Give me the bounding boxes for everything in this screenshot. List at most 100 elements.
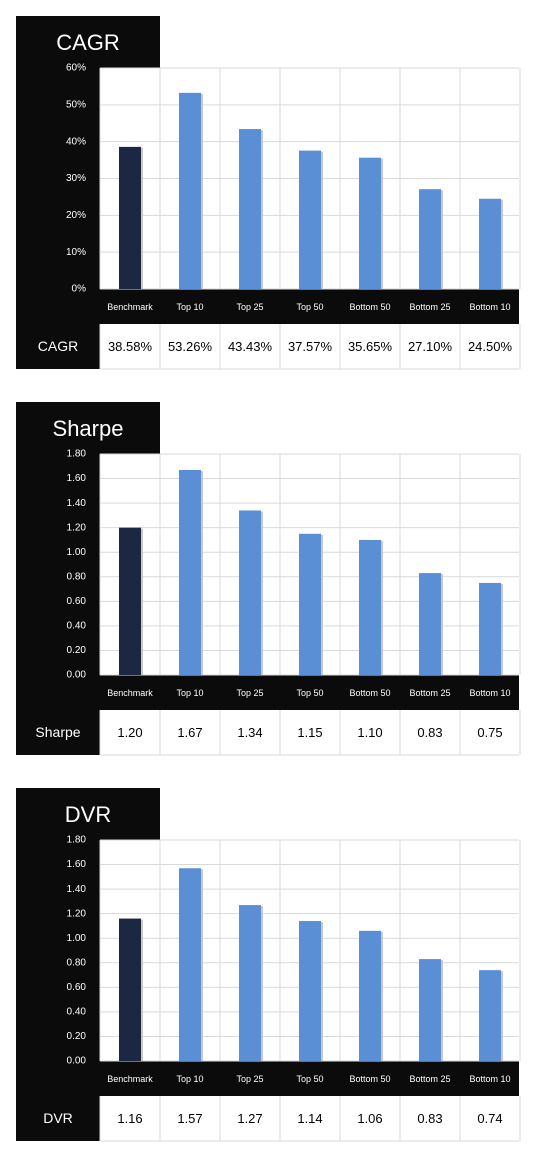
y-tick-label: 1.40 <box>67 498 87 509</box>
category-label: Top 25 <box>236 1074 263 1084</box>
table-value: 53.26% <box>168 339 213 354</box>
y-tick-label: 40% <box>66 136 86 147</box>
table-value: 24.50% <box>468 339 513 354</box>
bar <box>119 527 141 675</box>
chart-title: Sharpe <box>53 416 124 441</box>
cagr-chart-panel: CAGR 0% 10% 20% 30% 40% 50% 60% Benchmark Top 10 T… <box>0 16 535 372</box>
bar <box>299 533 321 675</box>
bar <box>239 905 261 1061</box>
table-value: 35.65% <box>348 339 393 354</box>
y-tick-label: 10% <box>66 247 86 258</box>
bar <box>419 959 441 1061</box>
category-label: Benchmark <box>107 688 153 698</box>
y-tick-label: 0.80 <box>67 571 87 582</box>
y-tick-label: 20% <box>66 210 86 221</box>
title-box <box>16 788 160 840</box>
table-value: 38.58% <box>108 339 153 354</box>
title-box <box>16 16 160 68</box>
bar <box>359 157 381 289</box>
table-value: 37.57% <box>288 339 333 354</box>
title-box <box>16 402 160 454</box>
table-row-label-cell <box>16 710 100 755</box>
table-value: 1.10 <box>357 725 382 740</box>
y-tick-label: 0.60 <box>67 982 87 993</box>
y-axis-band <box>16 452 100 710</box>
table-value: 1.27 <box>237 1111 262 1126</box>
category-label: Top 50 <box>296 302 323 312</box>
category-label: Bottom 25 <box>409 688 450 698</box>
category-label: Top 50 <box>296 1074 323 1084</box>
category-label: Top 25 <box>236 688 263 698</box>
y-tick-label: 30% <box>66 173 86 184</box>
category-label: Benchmark <box>107 1074 153 1084</box>
y-tick-label: 1.80 <box>67 449 87 460</box>
y-tick-label: 0.00 <box>67 670 87 681</box>
bar <box>299 921 321 1061</box>
bar <box>479 582 501 675</box>
bar <box>359 930 381 1061</box>
y-tick-label: 1.80 <box>67 835 87 846</box>
table-value: 1.15 <box>297 725 322 740</box>
bar <box>299 150 321 289</box>
bar <box>179 469 201 675</box>
table-row-label: DVR <box>43 1110 73 1126</box>
category-label: Benchmark <box>107 302 153 312</box>
dvr-chart-panel: DVR 0.00 0.20 0.40 0.60 0.80 1.00 1.20 1.40 1.60 1… <box>0 788 535 1144</box>
category-label: Top 10 <box>176 302 203 312</box>
table-value: 0.83 <box>417 725 442 740</box>
sharpe-chart: Sharpe 0.00 0.20 0.40 0.60 0.80 1.00 1.20 1.40 1.… <box>16 402 521 756</box>
category-label: Bottom 50 <box>349 1074 390 1084</box>
y-tick-label: 0% <box>72 284 87 295</box>
table-value: 1.14 <box>297 1111 322 1126</box>
table-value: 0.74 <box>477 1111 502 1126</box>
table-value: 1.67 <box>177 725 202 740</box>
category-label: Bottom 25 <box>409 1074 450 1084</box>
table-value: 1.20 <box>117 725 142 740</box>
bar <box>479 198 501 289</box>
sharpe-chart-panel: Sharpe 0.00 0.20 0.40 0.60 0.80 1.00 1.20 1.40 1.… <box>0 402 535 758</box>
bar <box>479 970 501 1061</box>
bar <box>179 868 201 1061</box>
category-label: Top 25 <box>236 302 263 312</box>
category-label: Bottom 10 <box>469 688 510 698</box>
category-label: Top 10 <box>176 688 203 698</box>
table-row-label: CAGR <box>38 338 78 354</box>
table-row-label-cell <box>16 1096 100 1141</box>
table-row-label-cell <box>16 324 100 369</box>
table-value: 43.43% <box>228 339 273 354</box>
table-row-label: Sharpe <box>35 724 80 740</box>
table-value: 1.16 <box>117 1111 142 1126</box>
table-value: 0.75 <box>477 725 502 740</box>
chart-title: DVR <box>65 802 111 827</box>
y-tick-label: 0.60 <box>67 596 87 607</box>
category-band <box>16 289 519 324</box>
category-band <box>16 675 519 710</box>
y-tick-label: 1.20 <box>67 522 87 533</box>
table-value: 1.34 <box>237 725 262 740</box>
table-value: 1.06 <box>357 1111 382 1126</box>
bar <box>419 189 441 289</box>
category-label: Bottom 50 <box>349 302 390 312</box>
y-tick-label: 50% <box>66 99 86 110</box>
category-label: Bottom 10 <box>469 1074 510 1084</box>
y-tick-label: 1.00 <box>67 933 87 944</box>
bar <box>239 510 261 675</box>
y-axis-band <box>16 66 100 324</box>
table-value: 27.10% <box>408 339 453 354</box>
y-tick-label: 1.40 <box>67 884 87 895</box>
category-label: Bottom 50 <box>349 688 390 698</box>
y-axis-band <box>16 838 100 1096</box>
category-label: Bottom 25 <box>409 302 450 312</box>
y-tick-label: 0.40 <box>67 1007 87 1018</box>
table-value: 1.57 <box>177 1111 202 1126</box>
category-label: Top 10 <box>176 1074 203 1084</box>
bar <box>119 146 141 289</box>
bar <box>119 918 141 1061</box>
cagr-chart: CAGR 0% 10% 20% 30% 40% 50% 60% Benchmark Top 10 T… <box>16 16 521 370</box>
category-label: Bottom 10 <box>469 302 510 312</box>
bar <box>419 573 441 675</box>
y-tick-label: 0.00 <box>67 1056 87 1067</box>
y-tick-label: 0.20 <box>67 645 87 656</box>
y-tick-label: 1.60 <box>67 473 87 484</box>
category-label: Top 50 <box>296 688 323 698</box>
